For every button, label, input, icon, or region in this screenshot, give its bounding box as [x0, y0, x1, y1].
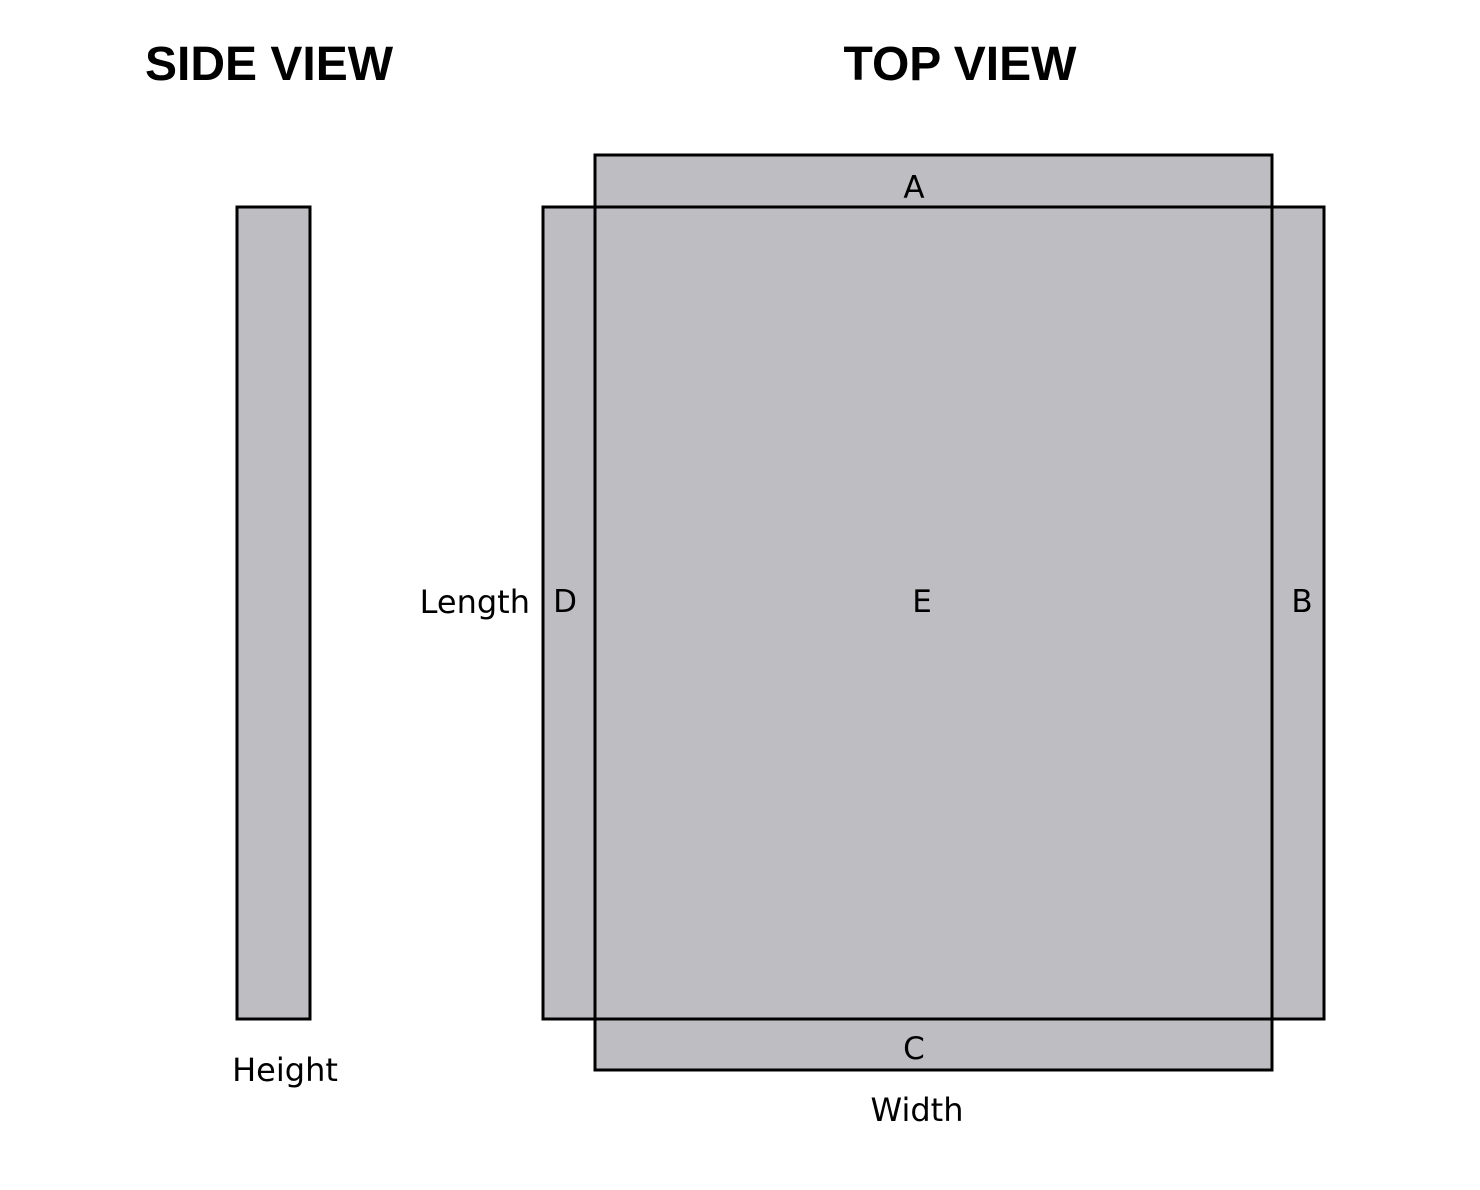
- length-label: Length: [420, 583, 530, 621]
- panel-c-label: C: [903, 1031, 925, 1067]
- side-view-panel: [235, 205, 312, 1021]
- panel-d: [541, 205, 597, 1021]
- panel-a: [593, 153, 1274, 209]
- width-label: Width: [871, 1091, 964, 1129]
- side-view-title: SIDE VIEW: [145, 38, 394, 91]
- top-view-title: TOP VIEW: [844, 38, 1078, 91]
- height-label: Height: [232, 1051, 338, 1089]
- panel-d-label: D: [553, 584, 577, 620]
- panel-e-label: E: [912, 584, 932, 620]
- panel-b: [1270, 205, 1326, 1021]
- panel-b-label: B: [1291, 584, 1312, 620]
- panel-a-label: A: [903, 170, 924, 206]
- panel-c: [593, 1017, 1274, 1072]
- panel-e: [593, 205, 1274, 1021]
